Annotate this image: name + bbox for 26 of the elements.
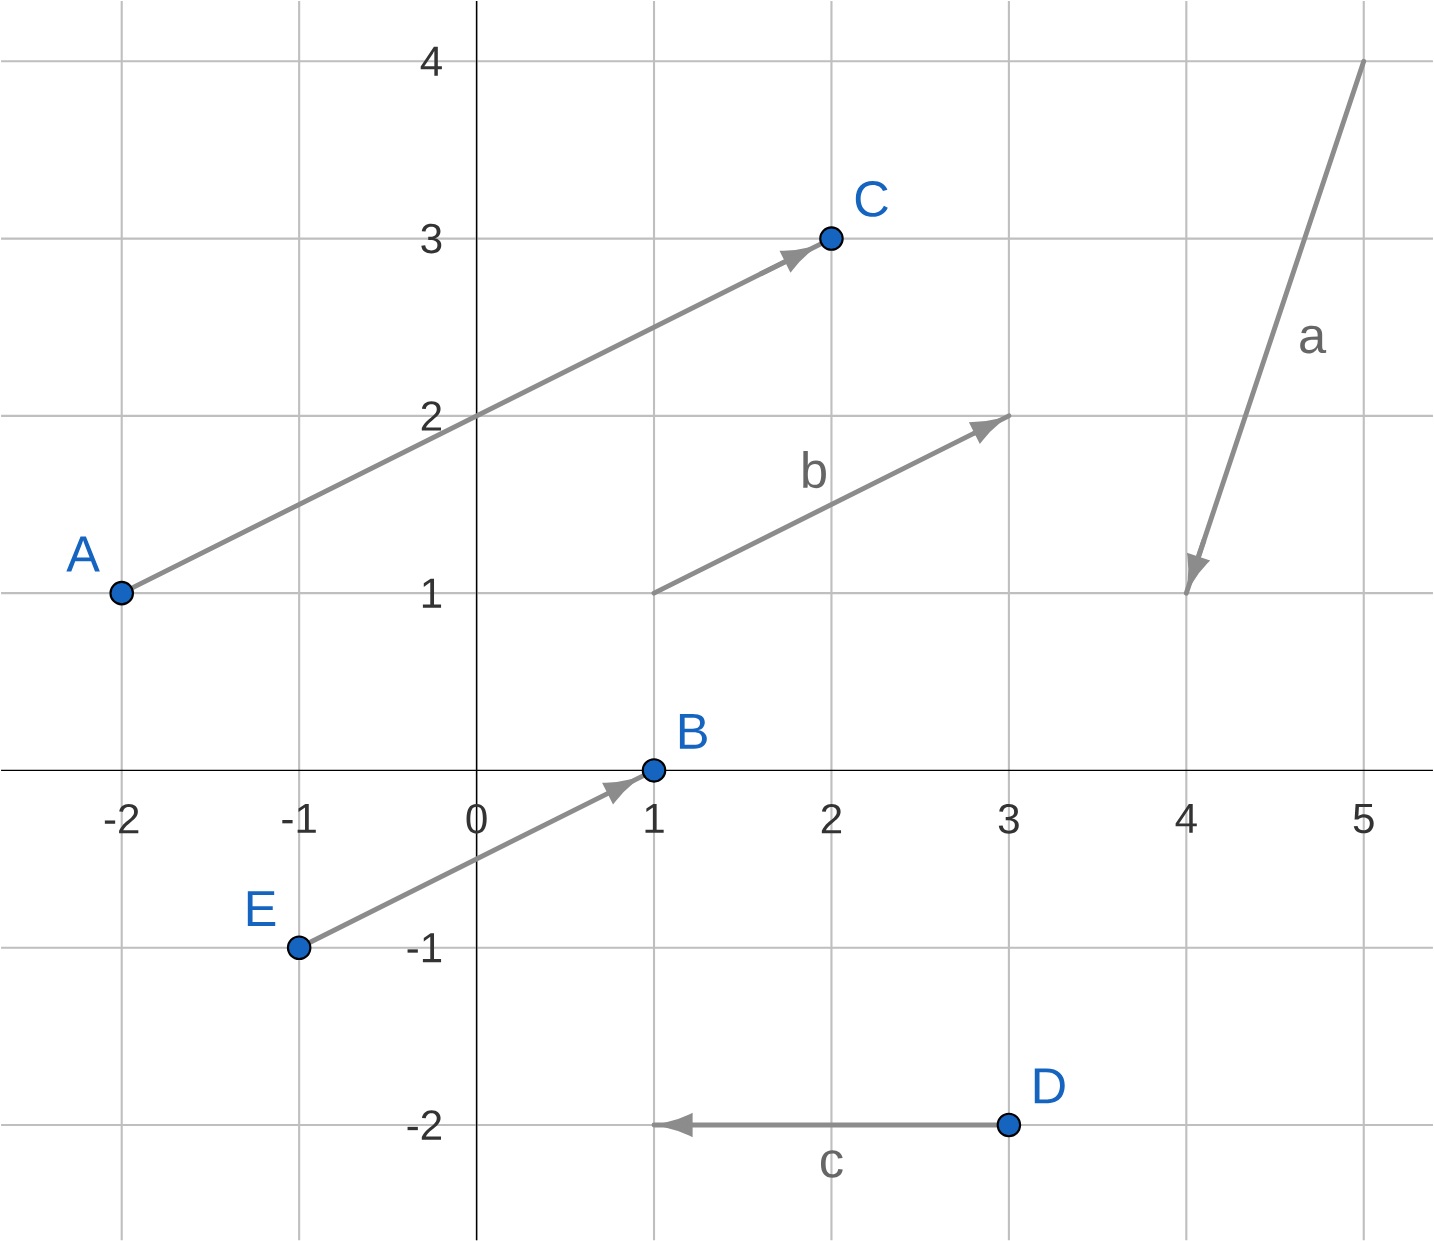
annotation: C [855,180,888,217]
annotation: a [1300,325,1327,354]
point [286,935,312,960]
x-tick-label: 3 [998,803,1019,834]
y-tick-label: -1 [407,933,442,963]
point [641,758,667,783]
point [109,580,134,606]
annotation: D [1034,1068,1065,1104]
point [819,226,844,251]
y-tick-label: 2 [421,401,442,431]
annotation: b [803,450,826,489]
annotation: c [820,1150,843,1178]
x-tick-label: 5 [1353,803,1374,834]
x-tick-label: 1 [645,803,664,833]
y-tick-label: -2 [407,1110,442,1140]
y-tick-label: 4 [420,46,442,76]
x-tick-label: -1 [282,803,316,833]
point [996,1112,1022,1138]
x-tick-label: 2 [821,803,842,834]
x-tick-label: -2 [104,803,139,834]
annotation: E [247,891,276,926]
x-tick-label: 4 [1175,803,1197,833]
annotation: B [679,713,707,749]
annotation: A [66,536,100,572]
y-tick-label: 1 [422,578,442,608]
y-tick-label: 3 [421,223,442,254]
